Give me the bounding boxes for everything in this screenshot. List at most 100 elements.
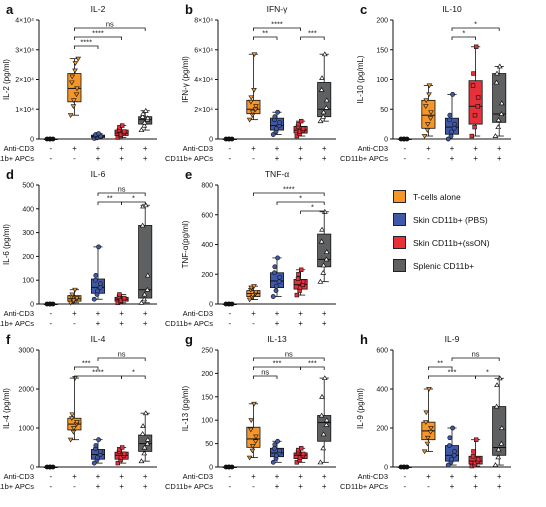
- legend-swatch-splenic: [393, 259, 406, 272]
- point-c-1-2: [424, 122, 431, 127]
- y-tick-label-a-2: 2×10⁴: [15, 77, 34, 84]
- point-d-4-4: [144, 272, 151, 278]
- point-f-0-3: [50, 464, 56, 470]
- point-g-4-5: [318, 412, 325, 418]
- sig-label-d-2: *: [132, 194, 135, 203]
- cond-apcs-d-0: -: [49, 319, 52, 328]
- sig-bracket-h-0: [428, 366, 453, 370]
- point-f-2-6: [93, 443, 99, 448]
- point-d-2-7: [96, 244, 101, 250]
- point-h-2-0: [445, 462, 451, 468]
- y-axis-label-a: IL-2 (pg/ml): [2, 59, 11, 100]
- y-tick-label-h-1: 200: [376, 426, 388, 433]
- point-f-1-7: [72, 376, 78, 381]
- y-tick-label-c-0: 0: [384, 137, 388, 144]
- point-h-2-3: [451, 452, 457, 458]
- point-e-4-3: [323, 256, 330, 262]
- point-e-3-4: [300, 279, 306, 284]
- panel-f: f IL-4 0 1000 2000 3000 IL-4 (pg/ml) ******* ns *…: [0, 332, 157, 491]
- point-f-4-0: [138, 458, 145, 464]
- cond-apcs-a-4: +: [143, 154, 148, 163]
- point-d-4-5: [139, 222, 146, 228]
- point-f-2-4: [98, 448, 103, 454]
- point-g-4-1: [320, 445, 327, 451]
- cond-apcs-b-4: +: [322, 154, 327, 163]
- box-d-0: [43, 301, 58, 307]
- box-h-0: [397, 464, 412, 470]
- point-a-4-0: [138, 127, 145, 133]
- cond-apcs-e-0: -: [228, 319, 231, 328]
- cond-apcs-b-0: -: [228, 154, 231, 163]
- y-axis-label-f: IL-4 (pg/ml): [2, 388, 11, 429]
- point-g-0-3: [229, 464, 235, 470]
- panel-letter-d: d: [6, 167, 14, 182]
- point-c-4-7: [496, 63, 503, 69]
- cond-apcs-b-1: -: [252, 154, 255, 163]
- cond-apcs-f-0: -: [49, 482, 52, 491]
- point-f-3-7: [120, 445, 125, 450]
- row-label-anti-cd3-c: Anti-CD3: [358, 144, 388, 153]
- sig-bracket-b-2: [300, 36, 325, 40]
- point-d-2-6: [93, 273, 99, 278]
- sig-label-a-0: ns: [106, 20, 114, 29]
- sig-label-g-2: ***: [273, 359, 282, 368]
- panel-title-f: IL-4: [91, 334, 106, 344]
- sig-label-g-1: ns: [261, 368, 269, 377]
- point-b-1-2: [249, 110, 256, 116]
- point-b-4-1: [320, 113, 327, 119]
- point-e-2-5: [272, 270, 277, 276]
- point-e-0-3: [229, 301, 235, 307]
- point-g-2-4: [277, 448, 282, 454]
- y-tick-label-d-1: 100: [22, 278, 34, 285]
- point-f-1-6: [69, 412, 76, 418]
- sig-bracket-b-1: [253, 36, 278, 40]
- panel-c: c IL-10 0 50 100 150 200 IL-10 (pg/mL) * * Anti-CD…: [340, 2, 511, 163]
- cond-apcs-a-2: +: [96, 154, 101, 163]
- point-b-3-6: [296, 121, 301, 127]
- sig-bracket-e-1: [276, 201, 325, 205]
- point-c-1-5: [422, 104, 429, 110]
- y-tick-label-d-3: 300: [22, 230, 34, 237]
- point-c-2-2: [448, 129, 454, 135]
- point-g-4-3: [323, 422, 330, 427]
- box-b-2: [269, 109, 285, 137]
- point-d-3-6: [117, 292, 122, 297]
- point-e-3-2: [297, 285, 303, 290]
- point-d-4-0: [138, 299, 145, 305]
- point-d-3-4: [121, 295, 127, 301]
- box-rect-g-4: [317, 415, 332, 442]
- point-g-4-4: [323, 417, 330, 423]
- point-c-2-5: [447, 117, 452, 123]
- point-b-3-0: [294, 133, 300, 139]
- box-b-4: [317, 51, 332, 124]
- cond-apcs-f-3: +: [119, 482, 124, 491]
- point-f-3-0: [115, 460, 121, 466]
- y-tick-label-g-5: 250: [201, 348, 213, 355]
- box-rect-d-4: [138, 225, 153, 299]
- point-c-3-4: [475, 95, 481, 100]
- point-c-1-4: [428, 110, 434, 116]
- y-tick-label-f-0: 0: [30, 465, 34, 472]
- cond-anti-cd3-g-1: +: [251, 472, 256, 481]
- point-f-3-6: [117, 447, 122, 453]
- box-f-4: [138, 410, 153, 464]
- point-e-4-0: [317, 278, 324, 284]
- y-axis-label-b: IFN-γ (pg/ml): [181, 56, 190, 103]
- box-d-1: [67, 287, 82, 306]
- cond-apcs-d-2: +: [96, 319, 101, 328]
- cond-anti-cd3-e-0: -: [228, 309, 231, 318]
- cond-anti-cd3-g-2: +: [275, 472, 280, 481]
- cond-anti-cd3-a-4: +: [143, 144, 148, 153]
- point-h-4-0: [492, 462, 499, 467]
- row-label-anti-cd3-e: Anti-CD3: [183, 309, 213, 318]
- cond-anti-cd3-g-3: +: [298, 472, 303, 481]
- cond-anti-cd3-h-2: +: [450, 472, 455, 481]
- cond-anti-cd3-d-2: +: [96, 309, 101, 318]
- y-tick-label-f-2: 2000: [18, 387, 34, 394]
- y-axis-label-c: IL-10 (pg/mL): [356, 55, 365, 103]
- point-f-4-7: [142, 410, 149, 416]
- sig-label-c-0: *: [474, 20, 477, 29]
- panel-letter-b: b: [185, 2, 193, 17]
- y-tick-label-a-0: 0: [30, 137, 34, 144]
- box-b-1: [246, 52, 261, 123]
